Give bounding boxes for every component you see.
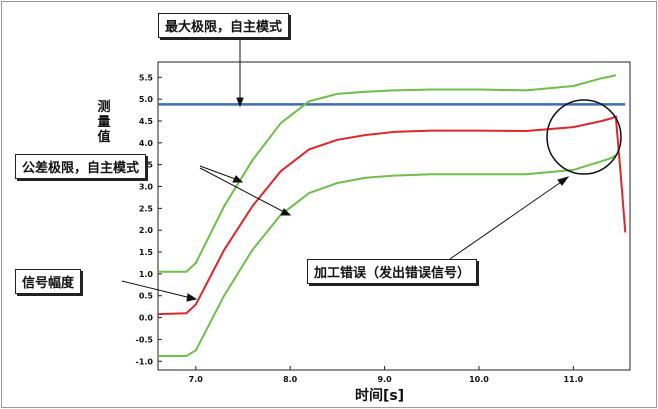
callout-error: 加工错误（发出错误信号） (307, 259, 478, 284)
y-axis-label-char-3: 值 (97, 130, 111, 145)
annotation-arrows (121, 37, 570, 302)
y-axis-label: 测 量 值 (97, 100, 111, 145)
y-axis-ticks: 5.5 5.0 4.5 4.0 3.5 3.0 2.5 2.0 1.5 1.0 0.5 0.0 -0.5… (136, 73, 162, 366)
x-tick-label: 8.0 (283, 375, 298, 384)
series-lower-tolerance (158, 154, 617, 357)
y-tick-label: 4.5 (139, 117, 154, 126)
x-tick-label: 11.0 (563, 375, 583, 384)
arrow-tolerance-lower (199, 167, 287, 214)
y-tick-label: -0.5 (136, 335, 154, 344)
y-tick-label: 5.0 (139, 95, 154, 104)
x-axis-label: 时间[s] (355, 388, 405, 404)
arrowhead-max-limit (236, 97, 244, 108)
y-tick-label: 4.0 (139, 139, 154, 148)
x-tick-label: 10.0 (469, 375, 489, 384)
plot-area (157, 61, 631, 371)
callout-signal: 信号幅度 (15, 269, 82, 294)
y-tick-label: 1.0 (139, 270, 154, 279)
x-tick-label: 7.0 (189, 375, 204, 384)
y-tick-label: 2.0 (139, 226, 154, 235)
y-tick-label: 0.5 (139, 292, 154, 301)
y-tick-label: 5.5 (139, 73, 154, 82)
y-tick-label: 2.5 (139, 204, 154, 213)
x-axis-ticks: 7.0 8.0 9.0 10.0 11.0 (189, 366, 584, 384)
series-upper-tolerance (158, 74, 617, 273)
y-tick-label: 3.5 (139, 161, 154, 170)
callout-tolerance: 公差极限，自主模式 (15, 154, 147, 179)
callout-max-limit: 最大极限，自主模式 (158, 13, 290, 38)
y-tick-label: 3.0 (139, 183, 154, 192)
arrowhead-tolerance-upper (232, 175, 244, 183)
x-tick-label: 9.0 (377, 375, 392, 384)
y-tick-label: 0.0 (139, 314, 154, 323)
arrow-tolerance-upper (199, 165, 239, 181)
arrow-signal (121, 280, 192, 299)
y-axis-label-char-1: 测 (97, 100, 111, 115)
arrowhead-tolerance-lower (280, 208, 292, 216)
y-axis-label-char-2: 量 (97, 115, 111, 130)
arrow-error (449, 179, 565, 260)
y-tick-label: -1.0 (136, 357, 154, 366)
error-circle (546, 99, 622, 175)
arrowhead-signal (186, 293, 198, 302)
series-signal (157, 115, 627, 316)
arrowhead-error (557, 176, 570, 186)
y-tick-label: 1.5 (139, 248, 154, 257)
